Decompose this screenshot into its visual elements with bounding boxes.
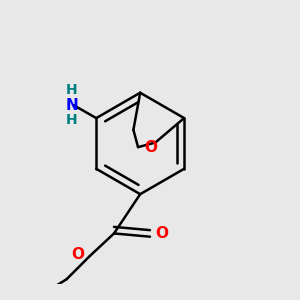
- Text: H: H: [66, 113, 77, 127]
- Text: H: H: [66, 83, 77, 97]
- Text: N: N: [65, 98, 78, 112]
- Text: O: O: [144, 140, 157, 154]
- Text: O: O: [155, 226, 168, 241]
- Text: O: O: [71, 247, 84, 262]
